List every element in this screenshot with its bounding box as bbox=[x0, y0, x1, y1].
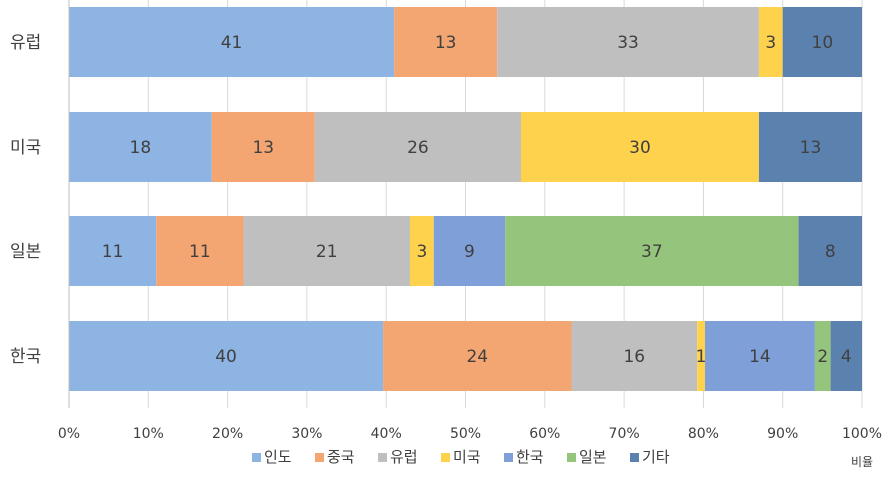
bar-segment bbox=[69, 7, 395, 77]
data-label: 1 bbox=[696, 347, 707, 367]
data-label: 3 bbox=[765, 33, 776, 53]
x-tick-label: 20% bbox=[212, 426, 243, 442]
data-label: 24 bbox=[466, 347, 488, 367]
data-label: 13 bbox=[252, 138, 274, 158]
bar-segment bbox=[69, 321, 384, 391]
data-label: 13 bbox=[800, 138, 822, 158]
category-label: 미국 bbox=[10, 138, 41, 158]
data-label: 9 bbox=[464, 242, 475, 262]
bar-segment bbox=[697, 321, 705, 391]
data-label: 33 bbox=[617, 33, 639, 53]
legend-item: 한국 bbox=[504, 448, 544, 466]
x-axis-title: 비율 bbox=[851, 455, 873, 469]
data-label: 2 bbox=[817, 347, 828, 367]
legend-label: 한국 bbox=[516, 448, 544, 466]
legend-label: 일본 bbox=[579, 448, 607, 466]
bar-segment bbox=[814, 321, 831, 391]
bar-segment bbox=[505, 216, 799, 286]
data-label: 37 bbox=[641, 242, 663, 262]
legend-swatch bbox=[315, 453, 324, 462]
legend-swatch bbox=[567, 453, 576, 462]
bar-segment bbox=[782, 7, 862, 77]
data-label: 11 bbox=[189, 242, 211, 262]
legend-item: 기타 bbox=[630, 448, 670, 466]
bar-segment bbox=[211, 112, 315, 182]
x-tick-label: 40% bbox=[371, 426, 402, 442]
data-label: 8 bbox=[825, 242, 836, 262]
data-label: 4 bbox=[841, 347, 852, 367]
legend-item: 유럽 bbox=[378, 448, 418, 466]
x-tick-label: 100% bbox=[842, 426, 882, 442]
data-label: 18 bbox=[130, 138, 152, 158]
legend-swatch bbox=[378, 453, 387, 462]
legend-label: 중국 bbox=[327, 448, 355, 466]
bar-segment bbox=[571, 321, 698, 391]
bar-segment bbox=[830, 321, 862, 391]
data-label: 26 bbox=[407, 138, 429, 158]
legend-label: 유럽 bbox=[390, 448, 418, 466]
x-tick-label: 30% bbox=[291, 426, 322, 442]
category-label: 유럽 bbox=[10, 33, 41, 53]
data-label: 40 bbox=[215, 347, 237, 367]
bar-segment bbox=[314, 112, 522, 182]
x-tick-label: 50% bbox=[450, 426, 481, 442]
bar-segment bbox=[383, 321, 572, 391]
data-label: 16 bbox=[623, 347, 645, 367]
bar-segment bbox=[156, 216, 244, 286]
data-label: 11 bbox=[102, 242, 124, 262]
bar-segment bbox=[758, 7, 783, 77]
x-tick-label: 10% bbox=[133, 426, 164, 442]
bar-segment bbox=[758, 112, 862, 182]
legend: 인도 중국 유럽 미국 한국 일본 기타 bbox=[252, 448, 670, 466]
data-label: 41 bbox=[221, 33, 243, 53]
legend-swatch bbox=[504, 453, 513, 462]
x-tick-label: 0% bbox=[58, 426, 80, 442]
x-tick-label: 90% bbox=[767, 426, 798, 442]
legend-item: 일본 bbox=[567, 448, 607, 466]
legend-label: 미국 bbox=[453, 448, 481, 466]
legend-swatch bbox=[630, 453, 639, 462]
bar-segment bbox=[433, 216, 506, 286]
legend-label: 기타 bbox=[642, 448, 670, 466]
legend-swatch bbox=[441, 453, 450, 462]
data-label: 13 bbox=[435, 33, 457, 53]
bar-segment bbox=[521, 112, 759, 182]
legend-swatch bbox=[252, 453, 261, 462]
data-label: 3 bbox=[416, 242, 427, 262]
bar-segment bbox=[394, 7, 498, 77]
legend-item: 미국 bbox=[441, 448, 481, 466]
x-tick-label: 80% bbox=[688, 426, 719, 442]
legend-item: 인도 bbox=[252, 448, 292, 466]
data-label: 21 bbox=[316, 242, 338, 262]
bar-segment bbox=[69, 216, 157, 286]
data-label: 30 bbox=[629, 138, 651, 158]
data-label: 10 bbox=[812, 33, 834, 53]
bar-segment bbox=[409, 216, 434, 286]
legend-item: 중국 bbox=[315, 448, 355, 466]
legend-label: 인도 bbox=[264, 448, 292, 466]
bar-segment bbox=[497, 7, 759, 77]
x-axis: 0% 10% 20% 30% 40% 50% 60% 70% 80% 90% 100% bbox=[58, 0, 882, 442]
bar-segment bbox=[798, 216, 862, 286]
category-label: 일본 bbox=[10, 242, 41, 262]
bar-segment bbox=[243, 216, 410, 286]
x-tick-label: 60% bbox=[529, 426, 560, 442]
data-label: 14 bbox=[749, 347, 771, 367]
bar-segment bbox=[704, 321, 815, 391]
category-label: 한국 bbox=[10, 347, 41, 367]
bar-segment bbox=[69, 112, 212, 182]
x-tick-label: 70% bbox=[609, 426, 640, 442]
